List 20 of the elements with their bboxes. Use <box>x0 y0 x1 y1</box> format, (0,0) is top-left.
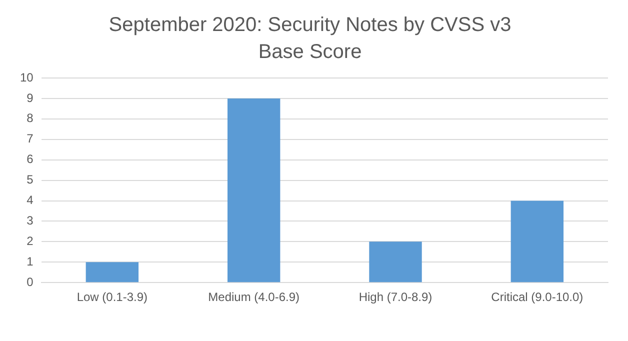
chart-title: September 2020: Security Notes by CVSS v3 Base Score <box>108 14 512 64</box>
bar <box>510 200 564 282</box>
y-tick-label: 0 <box>26 274 34 289</box>
y-tick-label: 7 <box>26 132 34 146</box>
x-tick-label: High (7.0-8.9) <box>358 290 432 304</box>
y-tick-label: 10 <box>20 70 34 84</box>
bar <box>86 262 139 282</box>
y-tick-label: 9 <box>26 90 34 105</box>
y-tick-label: 1 <box>26 254 34 268</box>
x-tick-label: Low (0.1-3.9) <box>76 290 148 304</box>
x-tick-label: Critical (9.0-10.0) <box>491 290 584 304</box>
y-tick-label: 8 <box>26 111 34 126</box>
y-tick-label: 2 <box>26 234 34 248</box>
x-tick-label: Medium (4.0-6.9) <box>208 290 300 304</box>
bar <box>227 98 280 282</box>
y-tick-label: 4 <box>26 193 34 208</box>
y-tick-label: 6 <box>26 152 34 166</box>
bar <box>369 242 422 282</box>
y-tick-label: 5 <box>26 172 34 187</box>
y-tick-label: 3 <box>26 214 34 228</box>
